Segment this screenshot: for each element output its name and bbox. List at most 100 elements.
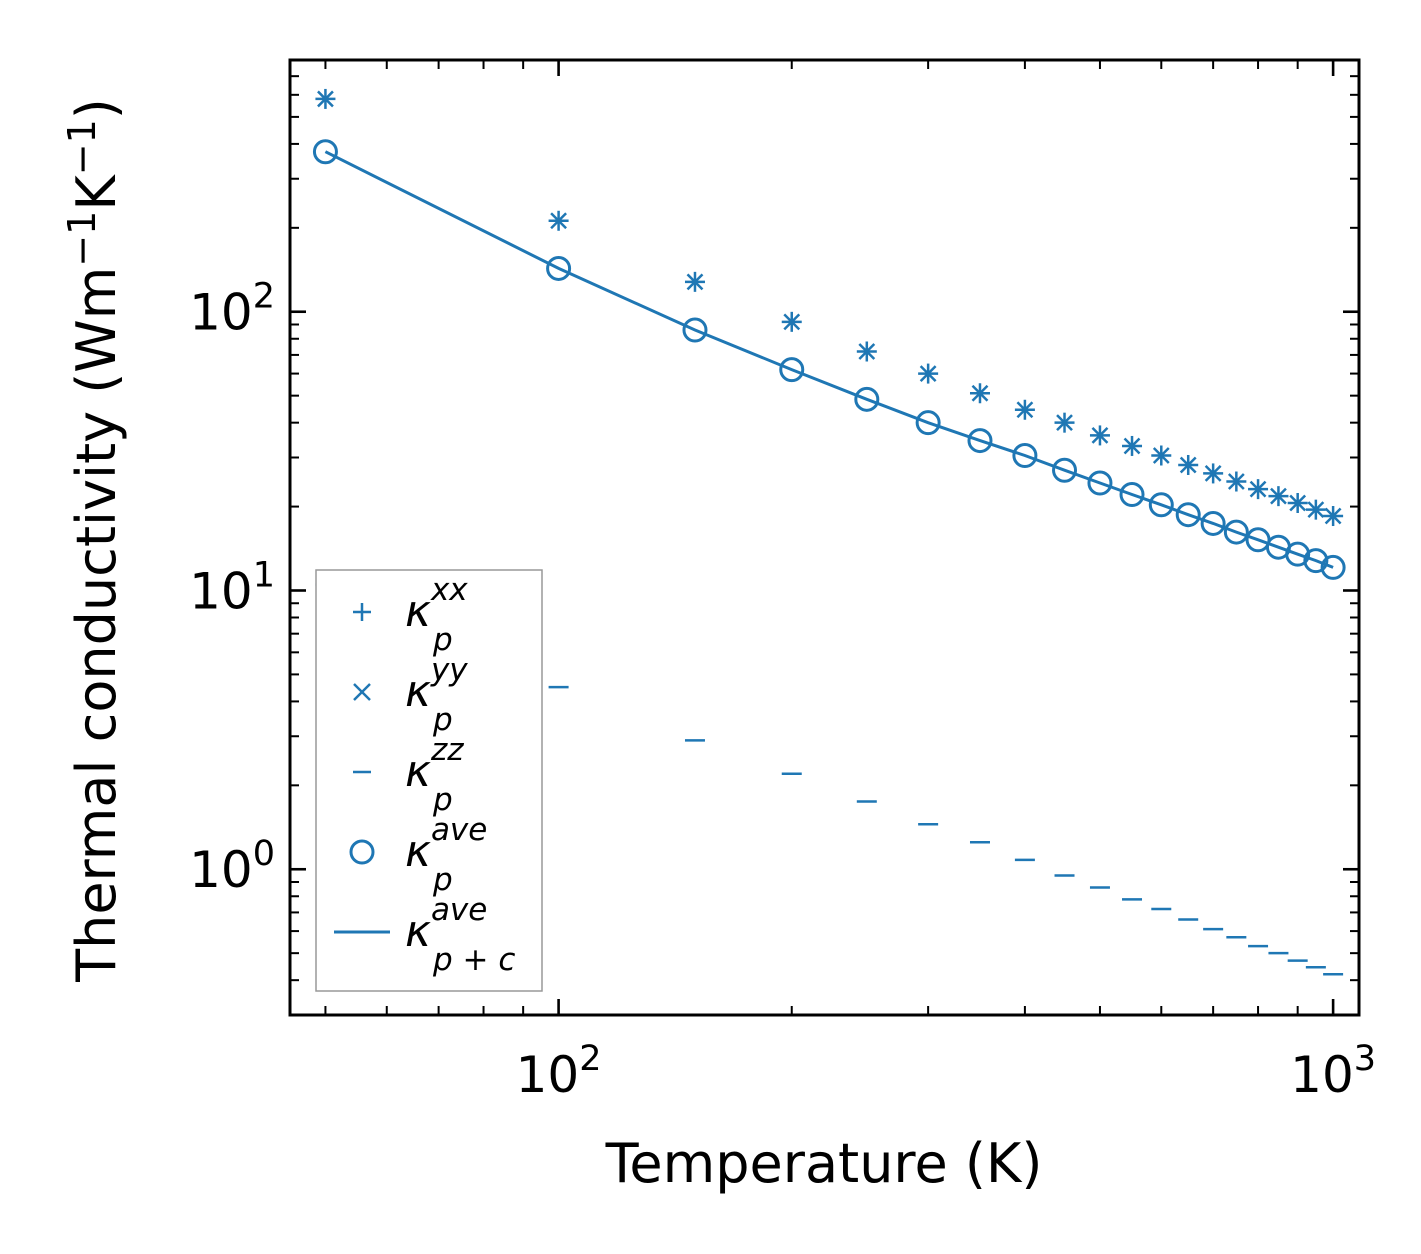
x-axis-label: Temperature (K) bbox=[605, 1132, 1043, 1195]
y-axis-label-sup1: −1 bbox=[60, 211, 104, 267]
cross-b bbox=[317, 90, 334, 108]
point-kappa_p_ave bbox=[1052, 457, 1078, 483]
data-marks bbox=[312, 88, 1346, 976]
y-axis-label-end: ) bbox=[65, 98, 128, 119]
legend-label-sub: p bbox=[432, 702, 453, 738]
point-kappa_p_ave bbox=[779, 357, 805, 383]
cross-b bbox=[1324, 507, 1342, 525]
point-kappa_p_yy bbox=[919, 365, 937, 382]
point-kappa_p_yy bbox=[686, 273, 704, 291]
x-tick-label-base: 10 bbox=[1290, 1046, 1354, 1104]
point-kappa_p_yy bbox=[858, 343, 876, 360]
cross-b bbox=[1249, 480, 1267, 498]
point-kappa_p_ave bbox=[1223, 519, 1249, 545]
axis-ticks bbox=[290, 59, 1359, 1016]
point-kappa_p_ave bbox=[1087, 470, 1113, 496]
series-line-kappa_pc_ave bbox=[324, 150, 1334, 569]
y-tick-label-base: 10 bbox=[189, 841, 253, 899]
y-tick-label: 101 bbox=[189, 555, 275, 620]
legend-label-base: κ bbox=[405, 746, 431, 797]
cross-b bbox=[1179, 456, 1197, 474]
cross-b bbox=[1056, 414, 1073, 432]
legend-entry-kappa_p_xx: κxx p bbox=[353, 572, 468, 658]
legend-label-base: κ bbox=[405, 906, 431, 957]
cross-b bbox=[919, 365, 937, 382]
legend-box bbox=[315, 569, 543, 992]
point-kappa_p_yy bbox=[1091, 427, 1109, 444]
cross-b bbox=[858, 343, 876, 360]
point-kappa_p_yy bbox=[1179, 456, 1197, 474]
point-kappa_p_ave bbox=[854, 386, 880, 412]
legend-label-base: κ bbox=[405, 666, 431, 717]
point-kappa_p_ave bbox=[1012, 442, 1038, 468]
legend-label-sub: p bbox=[432, 862, 453, 898]
cross-b bbox=[1091, 427, 1109, 444]
legend-marker-circle bbox=[349, 839, 375, 865]
legend-entry-kappa_p_zz: κzz p bbox=[353, 732, 464, 818]
y-tick-label-base: 10 bbox=[189, 284, 253, 342]
y-axis-label-main: Thermal conductivity (Wm bbox=[65, 267, 128, 983]
point-kappa_p_yy bbox=[1270, 487, 1287, 505]
legend-label-sub: p + c bbox=[432, 942, 515, 978]
legend-label-sup: xx bbox=[430, 572, 468, 608]
point-kappa_p_yy bbox=[1324, 507, 1342, 525]
y-tick-label-exp: 0 bbox=[253, 834, 275, 874]
point-kappa_p_ave bbox=[312, 139, 338, 165]
y-tick-label: 102 bbox=[189, 277, 275, 342]
x-tick-label-base: 10 bbox=[516, 1046, 580, 1104]
legend-label: κyy p bbox=[405, 652, 468, 738]
point-kappa_p_ave bbox=[967, 428, 993, 454]
point-kappa_p_yy bbox=[1289, 494, 1307, 512]
series-kappa_p_ave bbox=[312, 139, 1346, 580]
y-axis-label-mid: K bbox=[65, 174, 128, 211]
cross-b bbox=[1227, 473, 1245, 490]
legend-label-base: κ bbox=[405, 586, 431, 637]
series-kappa_p_xx bbox=[315, 88, 1344, 527]
x-tick-label: 103 bbox=[1290, 1039, 1376, 1104]
cross-b bbox=[1307, 501, 1325, 519]
point-kappa_p_yy bbox=[1123, 437, 1141, 455]
point-kappa_p_ave bbox=[1320, 554, 1346, 580]
point-kappa_p_yy bbox=[1204, 465, 1222, 482]
cross-b bbox=[1270, 487, 1287, 505]
y-tick-label: 100 bbox=[189, 834, 275, 899]
cross-b bbox=[686, 273, 704, 291]
point-kappa_p_yy bbox=[1249, 480, 1267, 498]
cross-b bbox=[353, 683, 371, 701]
point-kappa_p_yy bbox=[1056, 414, 1073, 432]
legend-entry-kappa_pc_ave: κave p + c bbox=[334, 892, 515, 978]
cross-b bbox=[1152, 447, 1170, 464]
legend-label-sup: ave bbox=[431, 812, 487, 848]
point-kappa_p_ave bbox=[1175, 502, 1201, 528]
point-kappa_p_yy bbox=[1152, 447, 1170, 464]
legend-label: κzz p bbox=[405, 732, 464, 818]
series-kappa_p_zz bbox=[315, 583, 1344, 976]
y-tick-label-exp: 2 bbox=[253, 277, 275, 317]
cross-b bbox=[1123, 437, 1141, 455]
point-kappa_p_yy bbox=[550, 212, 567, 230]
point-kappa_p_ave bbox=[1303, 548, 1329, 574]
legend-label-sup: ave bbox=[431, 892, 487, 928]
y-tick-label-base: 10 bbox=[189, 562, 253, 620]
point-kappa_p_yy bbox=[783, 313, 801, 331]
series-kappa_pc_ave bbox=[324, 150, 1334, 569]
legend-label: κxx p bbox=[405, 572, 468, 658]
series-kappa_p_yy bbox=[317, 90, 1342, 525]
cross-b bbox=[1289, 494, 1307, 512]
point-kappa_p_ave bbox=[1148, 492, 1174, 518]
legend-label: κave p + c bbox=[405, 892, 515, 978]
point-kappa_p_yy bbox=[1016, 401, 1034, 419]
legend-label-sup: zz bbox=[430, 732, 464, 768]
legend-label-sub: p bbox=[432, 622, 453, 658]
x-tick-label: 102 bbox=[516, 1039, 602, 1104]
cross-b bbox=[550, 212, 567, 230]
point-kappa_p_yy bbox=[317, 90, 334, 108]
legend-entry-kappa_p_yy: κyy p bbox=[353, 652, 468, 738]
cross-b bbox=[783, 313, 801, 331]
x-tick-label-exp: 3 bbox=[1354, 1039, 1376, 1079]
point-kappa_p_ave bbox=[915, 410, 941, 436]
plot-frame bbox=[288, 58, 1361, 1017]
legend-marker-x bbox=[353, 683, 371, 701]
point-kappa_p_yy bbox=[1307, 501, 1325, 519]
